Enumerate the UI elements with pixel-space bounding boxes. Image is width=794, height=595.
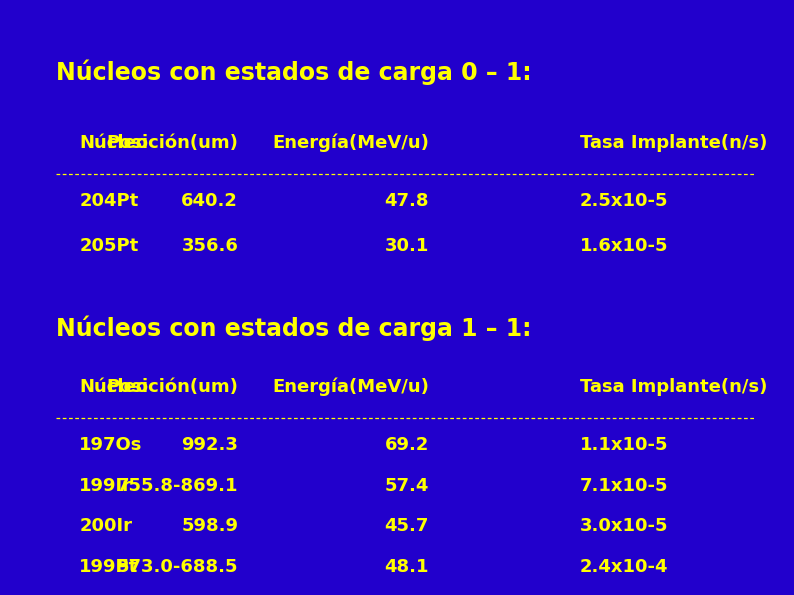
Text: 573.0-688.5: 573.0-688.5 [117, 558, 238, 575]
Text: Tasa Implante(n/s): Tasa Implante(n/s) [580, 134, 767, 152]
Text: 48.1: 48.1 [384, 558, 429, 575]
Text: 3.0x10-5: 3.0x10-5 [580, 517, 668, 535]
Text: 47.8: 47.8 [384, 192, 429, 210]
Text: 1.1x10-5: 1.1x10-5 [580, 436, 668, 454]
Text: 199Pt: 199Pt [79, 558, 139, 575]
Text: 30.1: 30.1 [384, 237, 429, 255]
Text: Núcleo: Núcleo [79, 134, 148, 152]
Text: Tasa Implante(n/s): Tasa Implante(n/s) [580, 378, 767, 396]
Text: 199Ir: 199Ir [79, 477, 133, 494]
Text: 205Pt: 205Pt [79, 237, 139, 255]
Text: 69.2: 69.2 [384, 436, 429, 454]
Text: 755.8-869.1: 755.8-869.1 [117, 477, 238, 494]
Text: Energía(MeV/u): Energía(MeV/u) [272, 134, 429, 152]
Text: 197Os: 197Os [79, 436, 143, 454]
Text: Energía(MeV/u): Energía(MeV/u) [272, 378, 429, 396]
Text: 45.7: 45.7 [384, 517, 429, 535]
Text: 57.4: 57.4 [384, 477, 429, 494]
Text: 204Pt: 204Pt [79, 192, 139, 210]
Text: Núcleo: Núcleo [79, 378, 148, 396]
Text: 2.5x10-5: 2.5x10-5 [580, 192, 668, 210]
Text: 640.2: 640.2 [181, 192, 238, 210]
Text: Núcleos con estados de carga 1 – 1:: Núcleos con estados de carga 1 – 1: [56, 315, 531, 341]
Text: 7.1x10-5: 7.1x10-5 [580, 477, 668, 494]
Text: 200Ir: 200Ir [79, 517, 133, 535]
Text: Posición(um): Posición(um) [106, 378, 238, 396]
Text: Posición(um): Posición(um) [106, 134, 238, 152]
Text: 598.9: 598.9 [181, 517, 238, 535]
Text: 356.6: 356.6 [181, 237, 238, 255]
Text: 1.6x10-5: 1.6x10-5 [580, 237, 668, 255]
Text: 2.4x10-4: 2.4x10-4 [580, 558, 668, 575]
Text: 992.3: 992.3 [181, 436, 238, 454]
Text: Núcleos con estados de carga 0 – 1:: Núcleos con estados de carga 0 – 1: [56, 60, 531, 85]
